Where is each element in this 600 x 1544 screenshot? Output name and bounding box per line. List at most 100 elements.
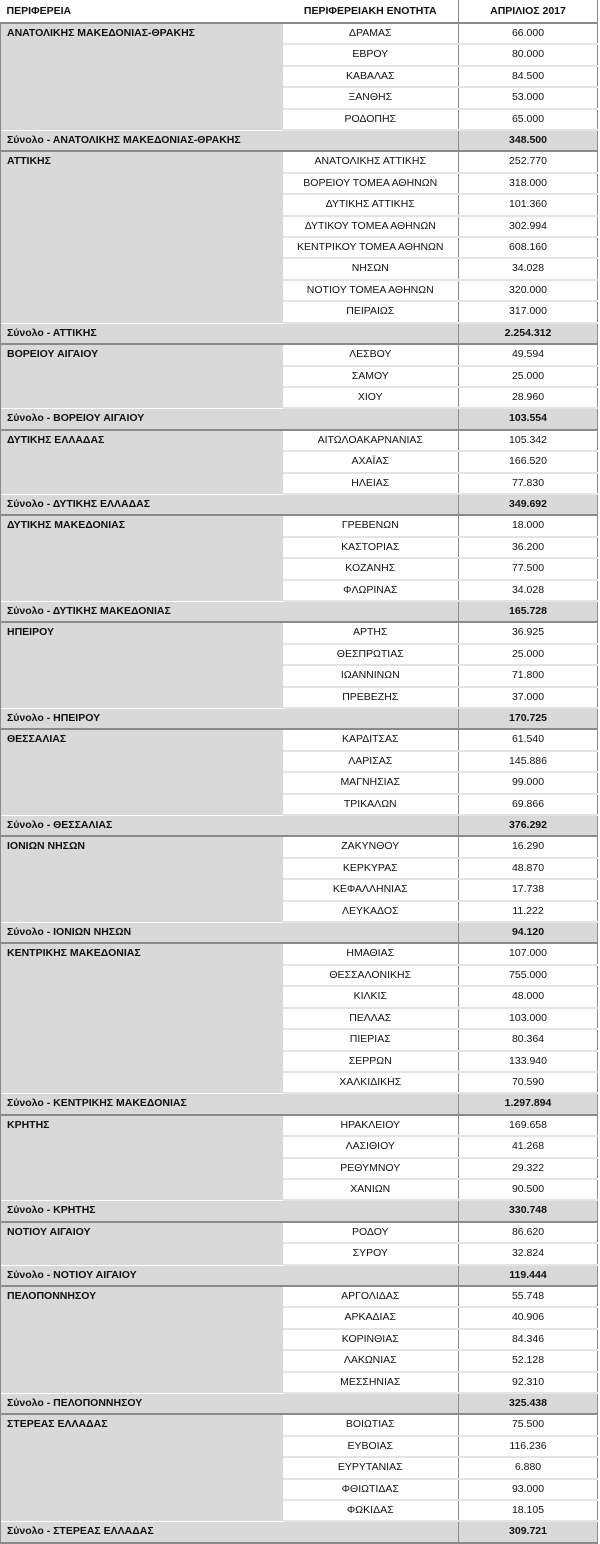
unit-value: 48.000	[458, 986, 598, 1009]
total-value: 170.725	[458, 708, 598, 731]
total-value: 165.728	[458, 600, 598, 624]
header-unit: ΠΕΡΙΦΕΡΕΙΑΚΗ ΕΝΟΤΗΤΑ	[282, 0, 459, 24]
unit-value: 107.000	[458, 943, 598, 966]
table-row: ΝΟΤΙΟΥ ΑΙΓΑΙΟΥ ΡΟΔΟΥ 86.620	[0, 1221, 598, 1265]
unit-name: ΧΑΝΙΩΝ	[282, 1178, 459, 1202]
table-row: ΑΡΚΑΔΙΑΣ 40.906	[1, 1307, 598, 1330]
unit-value: 166.520	[458, 451, 598, 474]
unit-value: 70.590	[458, 1071, 598, 1095]
table-row: ΠΕΛΟΠΟΝΝΗΣΟΥ ΑΡΓΟΛΙΔΑΣ 55.748	[0, 1285, 598, 1393]
unit-value: 16.290	[458, 836, 598, 859]
table-row: ΘΕΣΣΑΛΙΑΣ ΚΑΡΔΙΤΣΑΣ 61.540	[0, 729, 598, 816]
header-region: ΠΕΡΙΦΕΡΕΙΑ	[0, 0, 283, 24]
unit-value: 77.500	[458, 558, 598, 581]
table-header: ΠΕΡΙΦΕΡΕΙΑ ΠΕΡΙΦΕΡΕΙΑΚΗ ΕΝΟΤΗΤΑ ΑΠΡΙΛΙΟΣ…	[0, 0, 598, 24]
unit-name: ΤΡΙΚΑΛΩΝ	[282, 793, 459, 817]
table-row: ΒΟΡΕΙΟΥ ΤΟΜΕΑ ΑΘΗΝΩΝ 318.000	[1, 172, 598, 196]
unit-value: 608.160	[458, 237, 598, 260]
unit-name: ΛΑΚΩΝΙΑΣ	[282, 1350, 459, 1373]
region-name: ΗΠΕΙΡΟΥ	[0, 622, 283, 708]
table-row: ΣΑΜΟΥ 25.000	[1, 365, 598, 388]
unit-value: 105.342	[458, 429, 598, 453]
unit-value: 86.620	[458, 1221, 598, 1245]
unit-value: 101.360	[458, 194, 598, 217]
unit-value: 75.500	[458, 1414, 598, 1437]
unit-name: ΚΑΒΑΛΑΣ	[282, 65, 459, 89]
unit-name: ΘΕΣΠΡΩΤΙΑΣ	[282, 643, 459, 667]
unit-value: 302.994	[458, 215, 598, 239]
total-value: 119.444	[458, 1264, 598, 1287]
unit-value: 25.000	[458, 643, 598, 667]
unit-name: ΔΥΤΙΚΗΣ ΑΤΤΙΚΗΣ	[282, 194, 459, 217]
unit-name: ΚΙΛΚΙΣ	[282, 986, 459, 1009]
table-row: ΦΛΩΡΙΝΑΣ 34.028	[1, 579, 598, 602]
unit-name: ΗΜΑΘΙΑΣ	[282, 943, 459, 966]
total-label: Σύνολο - ΚΡΗΤΗΣ	[0, 1200, 459, 1223]
unit-value: 52.128	[458, 1350, 598, 1373]
unit-name: ΡΕΘΥΜΝΟΥ	[282, 1157, 459, 1180]
unit-value: 37.000	[458, 686, 598, 710]
region-name: ΝΟΤΙΟΥ ΑΙΓΑΙΟΥ	[0, 1221, 283, 1265]
unit-value: 32.824	[458, 1243, 598, 1266]
table-row: ΣΥΡΟΥ 32.824	[1, 1243, 598, 1266]
total-row: Σύνολο - ΣΤΕΡΕΑΣ ΕΛΛΑΔΑΣ 309.721	[0, 1521, 598, 1544]
total-label: Σύνολο - ΑΝΑΤΟΛΙΚΗΣ ΜΑΚΕΔΟΝΙΑΣ-ΘΡΑΚΗΣ	[0, 130, 459, 153]
unit-value: 17.738	[458, 879, 598, 902]
unit-name: ΑΧΑΪΑΣ	[282, 451, 459, 474]
unit-value: 92.310	[458, 1371, 598, 1395]
table-row: ΔΥΤΙΚΗΣ ΕΛΛΑΔΑΣ ΑΙΤΩΛΟΑΚΑΡΝΑΝΙΑΣ 105.342	[0, 429, 598, 494]
table-row: ΝΗΣΩΝ 34.028	[1, 258, 598, 281]
table-row: ΧΙΟΥ 28.960	[1, 386, 598, 410]
table-row: ΡΕΘΥΜΝΟΥ 29.322	[1, 1157, 598, 1180]
table-body: ΑΝΑΤΟΛΙΚΗΣ ΜΑΚΕΔΟΝΙΑΣ-ΘΡΑΚΗΣ ΔΡΑΜΑΣ 66.000…	[0, 23, 598, 1544]
unit-name: ΑΙΤΩΛΟΑΚΑΡΝΑΝΙΑΣ	[282, 429, 459, 453]
table-row: ΠΕΛΛΑΣ 103.000	[1, 1007, 598, 1031]
unit-name: ΑΡΓΟΛΙΔΑΣ	[282, 1285, 459, 1309]
table-row: ΒΟΡΕΙΟΥ ΑΙΓΑΙΟΥ ΛΕΣΒΟΥ 49.594	[0, 344, 598, 409]
unit-name: ΛΕΣΒΟΥ	[282, 344, 459, 367]
unit-name: ΕΒΡΟΥ	[282, 44, 459, 67]
total-label: Σύνολο - ΝΟΤΙΟΥ ΑΙΓΑΙΟΥ	[0, 1264, 459, 1287]
table-row: ΕΒΡΟΥ 80.000	[1, 44, 598, 67]
unit-name: ΔΡΑΜΑΣ	[282, 23, 459, 46]
region-name: ΔΥΤΙΚΗΣ ΜΑΚΕΔΟΝΙΑΣ	[0, 515, 283, 601]
unit-name: ΝΟΤΙΟΥ ΤΟΜΕΑ ΑΘΗΝΩΝ	[282, 279, 459, 303]
unit-name: ΑΡΚΑΔΙΑΣ	[282, 1307, 459, 1330]
table-row: ΙΟΝΙΩΝ ΝΗΣΩΝ ΖΑΚΥΝΘΟΥ 16.290	[0, 836, 598, 923]
total-row: Σύνολο - ΠΕΛΟΠΟΝΝΗΣΟΥ 325.438	[0, 1393, 598, 1416]
region-name: ΔΥΤΙΚΗΣ ΕΛΛΑΔΑΣ	[0, 429, 283, 494]
table-row: ΚΟΡΙΝΘΙΑΣ 84.346	[1, 1328, 598, 1352]
unit-name: ΞΑΝΘΗΣ	[282, 87, 459, 110]
unit-value: 145.886	[458, 750, 598, 774]
unit-value: 34.028	[458, 579, 598, 602]
unit-name: ΚΟΖΑΝΗΣ	[282, 558, 459, 581]
total-row: Σύνολο - ΙΟΝΙΩΝ ΝΗΣΩΝ 94.120	[0, 922, 598, 945]
table-row: ΑΝΑΤΟΛΙΚΗΣ ΜΑΚΕΔΟΝΙΑΣ-ΘΡΑΚΗΣ ΔΡΑΜΑΣ 66.000	[0, 23, 598, 131]
table-row: ΔΥΤΙΚΗΣ ΜΑΚΕΔΟΝΙΑΣ ΓΡΕΒΕΝΩΝ 18.000	[0, 515, 598, 601]
unit-name: ΑΝΑΤΟΛΙΚΗΣ ΑΤΤΙΚΗΣ	[282, 151, 459, 174]
table-row: ΚΕΡΚΥΡΑΣ 48.870	[1, 857, 598, 881]
total-label: Σύνολο - ΔΥΤΙΚΗΣ ΜΑΚΕΔΟΝΙΑΣ	[0, 600, 459, 624]
unit-value: 25.000	[458, 365, 598, 388]
unit-name: ΚΕΡΚΥΡΑΣ	[282, 857, 459, 881]
total-value: 376.292	[458, 815, 598, 838]
unit-value: 103.000	[458, 1007, 598, 1031]
table-row: ΜΕΣΣΗΝΙΑΣ 92.310	[1, 1371, 598, 1395]
unit-name: ΝΗΣΩΝ	[282, 258, 459, 281]
total-value: 349.692	[458, 493, 598, 517]
unit-value: 6.880	[458, 1457, 598, 1480]
table-row: ΚΕΦΑΛΛΗΝΙΑΣ 17.738	[1, 879, 598, 902]
table-row: ΗΛΕΙΑΣ 77.830	[1, 472, 598, 495]
table-row: ΝΟΤΙΟΥ ΤΟΜΕΑ ΑΘΗΝΩΝ 320.000	[1, 279, 598, 303]
total-row: Σύνολο - ΒΟΡΕΙΟΥ ΑΙΓΑΙΟΥ 103.554	[0, 408, 598, 431]
total-row: Σύνολο - ΑΤΤΙΚΗΣ 2.254.312	[0, 322, 598, 346]
table-row: ΚΟΖΑΝΗΣ 77.500	[1, 558, 598, 581]
unit-name: ΔΥΤΙΚΟΥ ΤΟΜΕΑ ΑΘΗΝΩΝ	[282, 215, 459, 239]
unit-name: ΦΘΙΩΤΙΔΑΣ	[282, 1478, 459, 1502]
total-row: Σύνολο - ΚΕΝΤΡΙΚΗΣ ΜΑΚΕΔΟΝΙΑΣ 1.297.894	[0, 1093, 598, 1116]
unit-value: 84.500	[458, 65, 598, 89]
table-row: ΚΕΝΤΡΙΚΗΣ ΜΑΚΕΔΟΝΙΑΣ ΗΜΑΘΙΑΣ 107.000	[0, 943, 598, 1094]
unit-name: ΛΑΣΙΘΙΟΥ	[282, 1136, 459, 1159]
table-row: ΚΙΛΚΙΣ 48.000	[1, 986, 598, 1009]
unit-name: ΕΥΡΥΤΑΝΙΑΣ	[282, 1457, 459, 1480]
